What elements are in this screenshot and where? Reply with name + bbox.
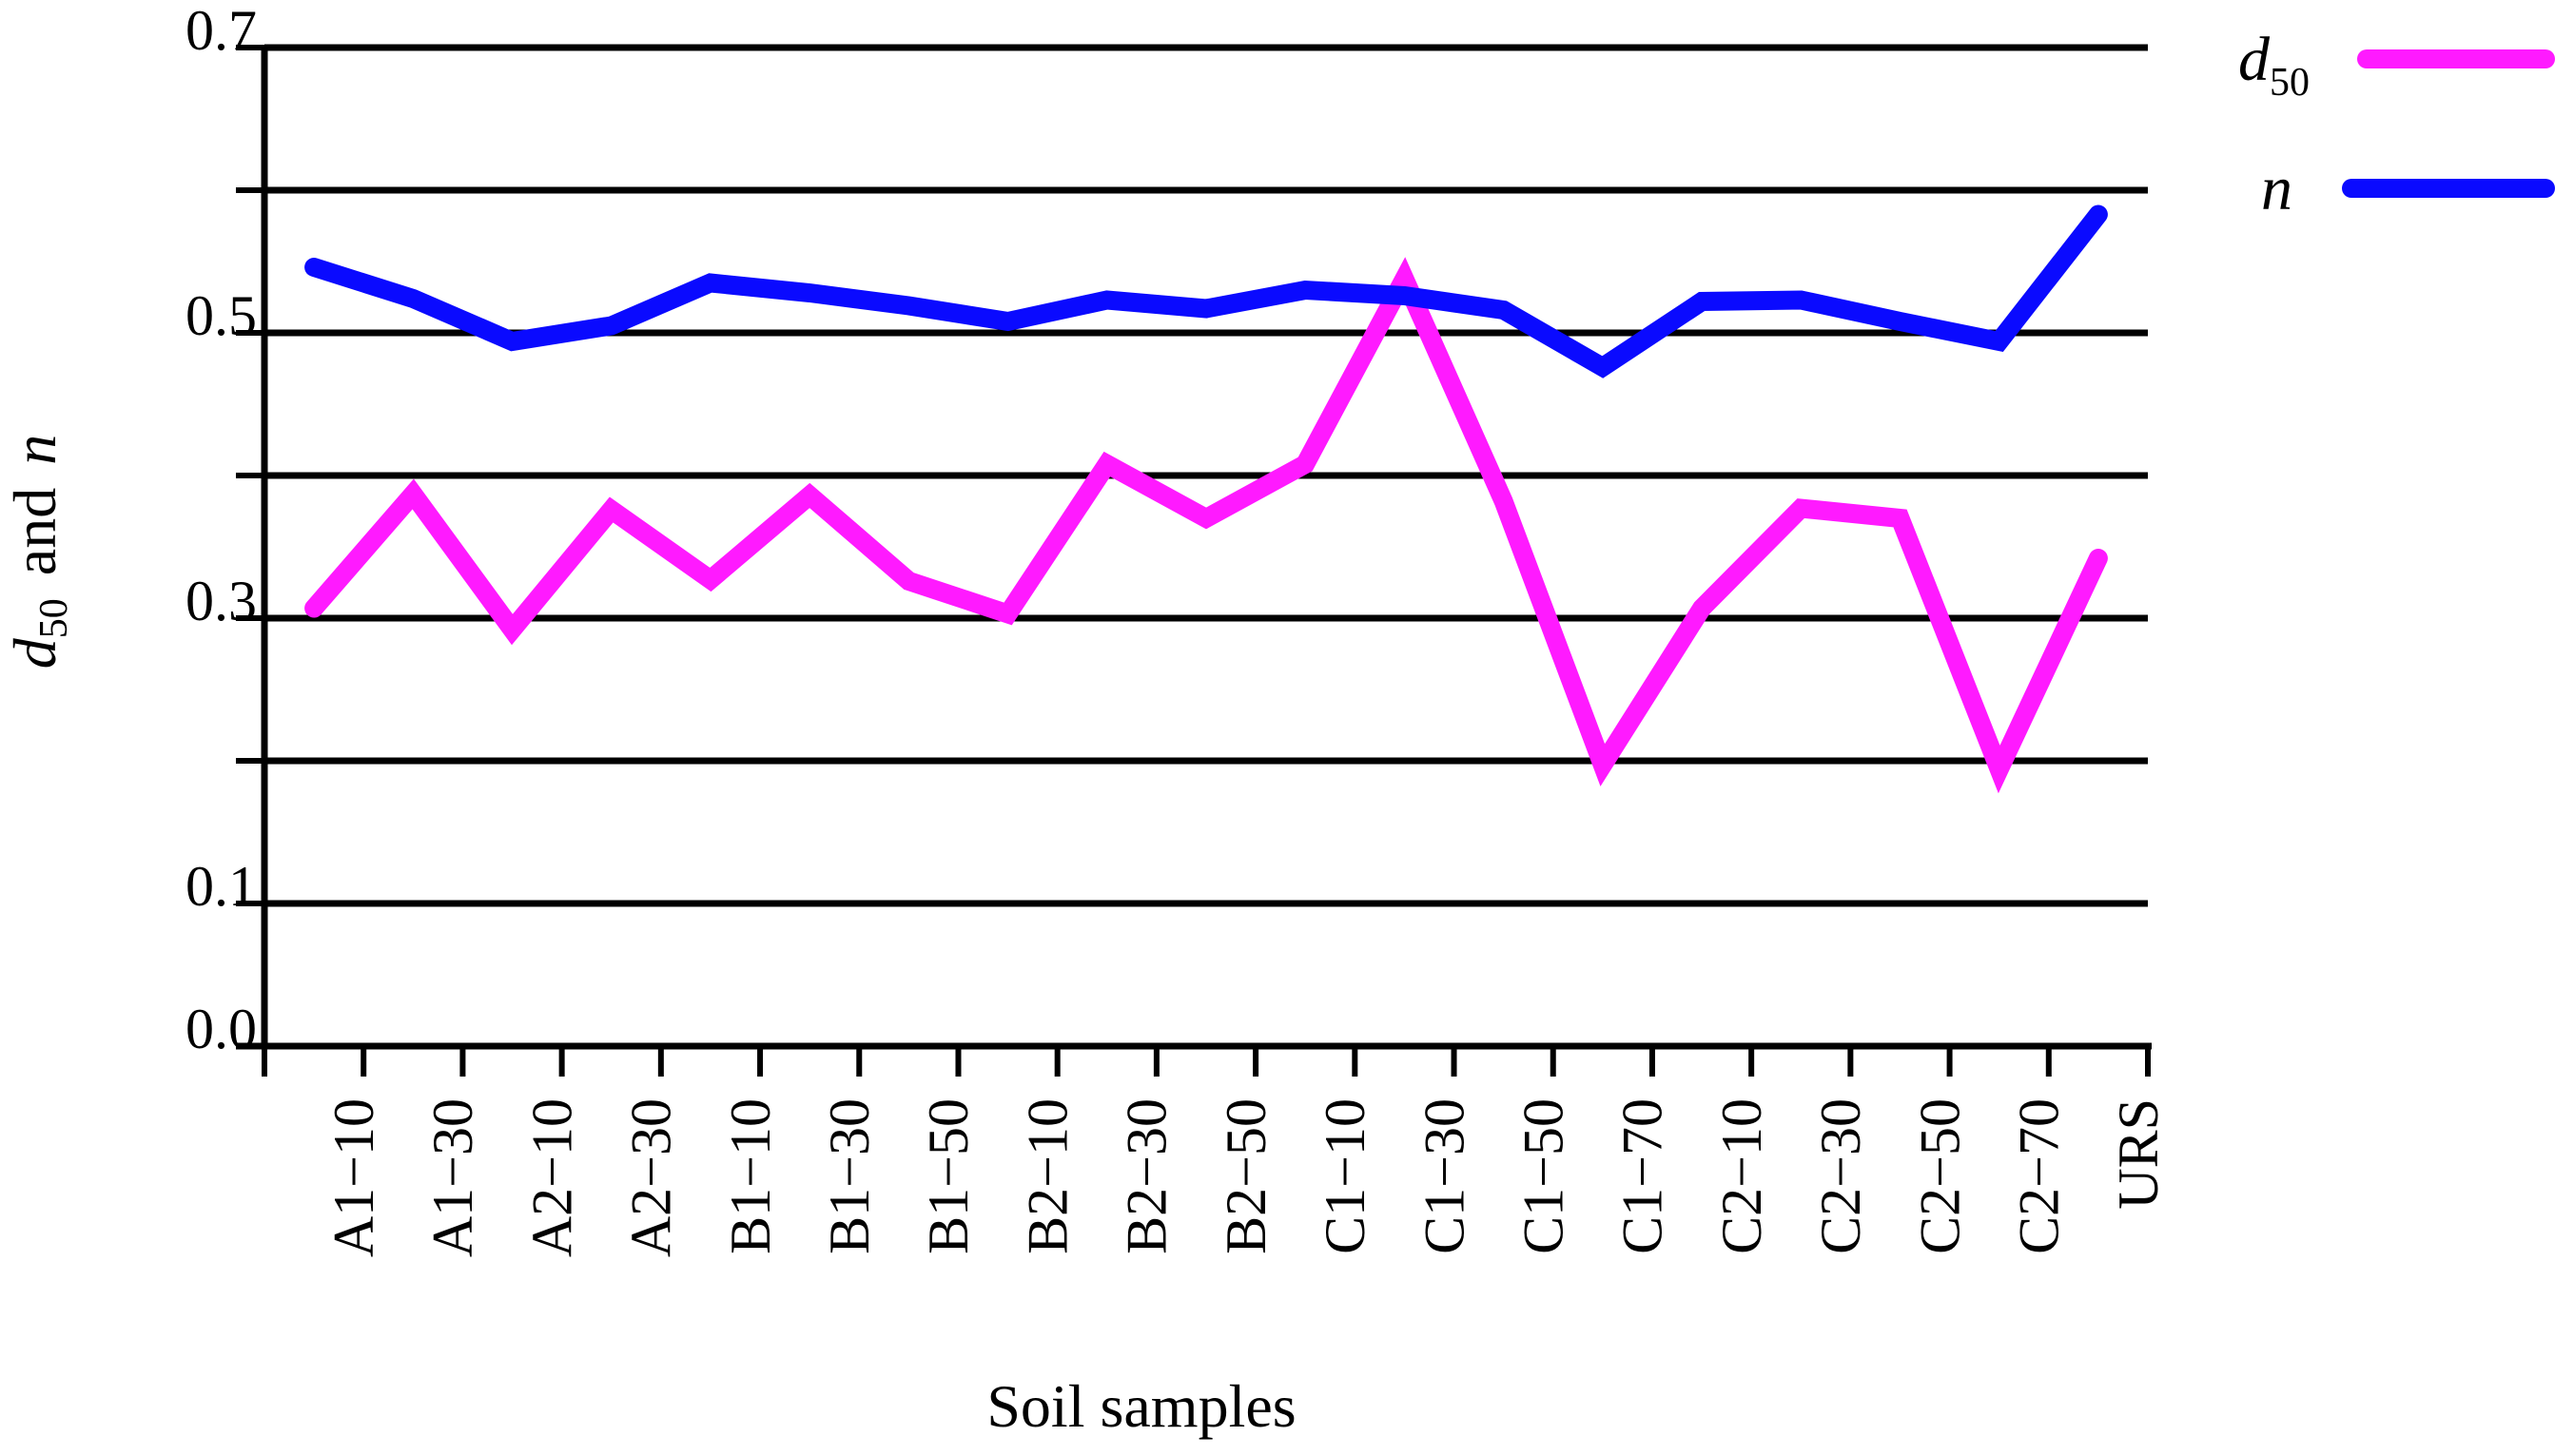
y-axis-title-and: and (1, 488, 68, 575)
x-tick-label: B1−10 (719, 1098, 782, 1254)
x-tick-label: C1−10 (1314, 1098, 1376, 1254)
series-line-n (304, 204, 2108, 379)
svg-text:d50andn: d50 and n (1, 435, 76, 669)
x-tick-label: A1−10 (322, 1098, 385, 1257)
x-tick-label: B2−30 (1116, 1098, 1179, 1254)
x-axis: A1−10 A1−30 A2−10 A2−30 B1−10 B1−30 B1−50 B2−10… (236, 1042, 2170, 1257)
x-tick-label: A1−30 (421, 1098, 484, 1257)
x-tick-label: B2−50 (1215, 1098, 1277, 1254)
x-tick-label: C2−10 (1710, 1098, 1773, 1254)
legend-label-n: n (2261, 154, 2292, 223)
y-tick-label: 0.7 (185, 0, 257, 62)
y-tick-label: 0.0 (185, 998, 257, 1060)
y-axis: 0.0 0.1 0.3 0.5 0.7 (185, 0, 268, 1060)
x-tick-label: C1−30 (1413, 1098, 1475, 1254)
x-tick-label: B2−10 (1016, 1098, 1079, 1254)
x-tick-label: C1−70 (1611, 1098, 1674, 1254)
y-tick-label: 0.3 (185, 570, 257, 632)
gridlines (264, 44, 2148, 907)
y-axis-title-d: d (1, 637, 68, 669)
x-tick-label: C2−70 (2008, 1098, 2071, 1254)
x-tick-label: A2−30 (620, 1098, 683, 1257)
x-tick-label: C2−30 (1809, 1098, 1872, 1254)
y-tick-label: 0.5 (185, 284, 257, 347)
x-tick-label: B1−50 (917, 1098, 980, 1254)
y-axis-title: d50 and n (1, 435, 76, 669)
y-axis-title-subscript: 50 (32, 598, 76, 638)
legend: d50 n (2238, 25, 2555, 223)
x-tick-label: C2−50 (1908, 1098, 1971, 1254)
x-tick-label: URS (2107, 1098, 2170, 1210)
x-tick-label: C1−50 (1512, 1098, 1575, 1254)
series-line-d50 (304, 257, 2108, 794)
x-tick-label: A2−10 (520, 1098, 583, 1257)
x-axis-title: Soil samples (986, 1372, 1296, 1440)
series-layer (304, 204, 2108, 794)
legend-label-d50: d50 (2238, 25, 2310, 105)
x-tick-label: B1−30 (818, 1098, 881, 1254)
y-axis-title-n: n (1, 435, 68, 465)
y-tick-label: 0.1 (185, 855, 257, 918)
